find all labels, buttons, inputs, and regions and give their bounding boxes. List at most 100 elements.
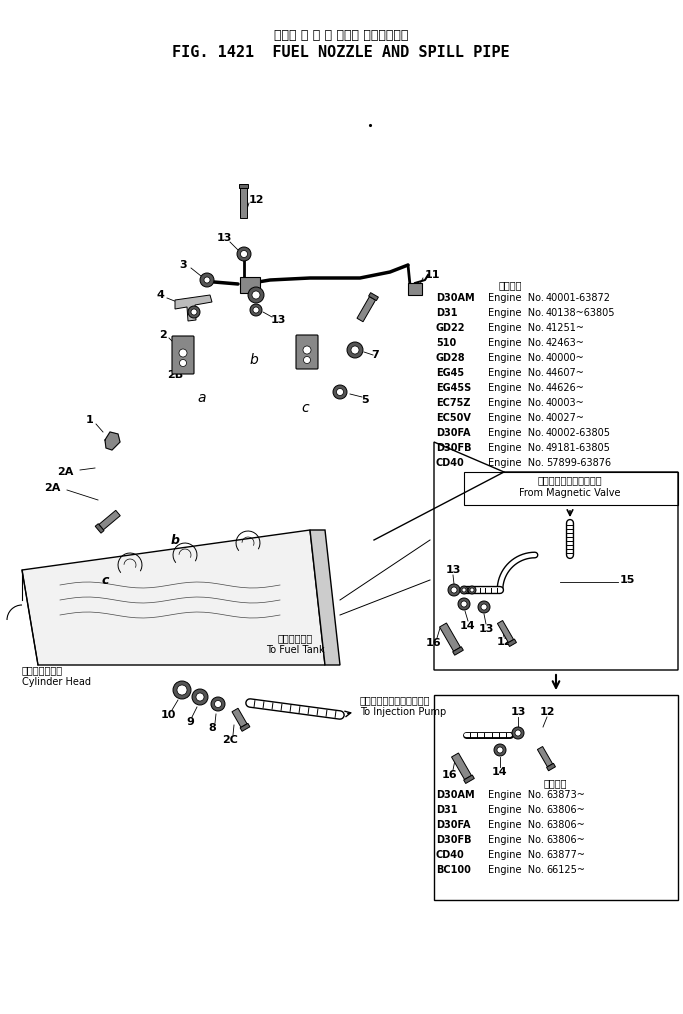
- Text: 57899-63876: 57899-63876: [546, 458, 611, 468]
- Text: Engine  No.: Engine No.: [488, 850, 544, 860]
- Circle shape: [180, 360, 186, 366]
- Text: Engine  No.: Engine No.: [488, 820, 544, 830]
- Circle shape: [237, 247, 251, 261]
- Text: 適用号機: 適用号機: [499, 280, 522, 290]
- Text: CD40: CD40: [436, 850, 464, 860]
- Text: Engine  No.: Engine No.: [488, 805, 544, 815]
- Text: 40001-63872: 40001-63872: [546, 293, 611, 303]
- Text: 63806~: 63806~: [546, 835, 585, 845]
- Text: 2B: 2B: [167, 370, 183, 380]
- Text: EG45: EG45: [436, 368, 464, 378]
- Circle shape: [173, 681, 191, 699]
- Text: シリンダヘッド: シリンダヘッド: [22, 665, 63, 675]
- Text: 8: 8: [208, 723, 216, 733]
- Bar: [408, 283, 422, 295]
- Text: Engine  No.: Engine No.: [488, 790, 544, 800]
- FancyBboxPatch shape: [296, 335, 318, 369]
- Bar: [240, 723, 250, 731]
- Text: Engine  No.: Engine No.: [488, 338, 544, 348]
- Text: 9: 9: [186, 717, 194, 727]
- Circle shape: [191, 309, 197, 315]
- Text: a: a: [198, 391, 206, 405]
- Text: 4: 4: [156, 290, 164, 300]
- Circle shape: [179, 349, 187, 357]
- Text: 510: 510: [436, 338, 456, 348]
- Bar: [440, 623, 460, 651]
- Circle shape: [497, 747, 503, 753]
- Text: Engine  No.: Engine No.: [488, 399, 544, 408]
- Text: D31: D31: [436, 805, 458, 815]
- Circle shape: [333, 385, 347, 399]
- Text: D31: D31: [436, 308, 458, 318]
- Text: 2: 2: [159, 330, 167, 340]
- Circle shape: [458, 598, 470, 610]
- Text: FIG. 1421  FUEL NOZZLE AND SPILL PIPE: FIG. 1421 FUEL NOZZLE AND SPILL PIPE: [172, 45, 510, 60]
- Text: 16: 16: [426, 638, 442, 648]
- Text: GD22: GD22: [436, 323, 466, 333]
- Polygon shape: [175, 295, 212, 321]
- Circle shape: [188, 306, 200, 318]
- Text: 2A: 2A: [57, 467, 73, 477]
- Text: D30AM: D30AM: [436, 790, 475, 800]
- Polygon shape: [105, 432, 120, 450]
- Text: 3: 3: [179, 260, 187, 270]
- Text: 15: 15: [620, 575, 635, 585]
- Text: Cylinder Head: Cylinder Head: [22, 677, 91, 687]
- Text: Engine  No.: Engine No.: [488, 368, 544, 378]
- Text: 40027~: 40027~: [546, 413, 585, 423]
- Circle shape: [300, 353, 314, 367]
- Text: Engine  No.: Engine No.: [488, 293, 544, 303]
- Circle shape: [240, 250, 247, 258]
- Text: D30FA: D30FA: [436, 428, 471, 438]
- Circle shape: [462, 588, 466, 592]
- Bar: [240, 184, 249, 188]
- Text: 12: 12: [497, 637, 512, 647]
- Text: 11: 11: [425, 270, 441, 280]
- Text: c: c: [101, 574, 109, 586]
- Circle shape: [347, 342, 363, 358]
- Circle shape: [248, 287, 264, 303]
- Text: EG45S: EG45S: [436, 383, 471, 393]
- Text: Engine  No.: Engine No.: [488, 323, 544, 333]
- Polygon shape: [22, 530, 325, 665]
- Circle shape: [177, 685, 187, 695]
- Circle shape: [494, 744, 506, 756]
- Circle shape: [468, 586, 476, 594]
- Text: 2C: 2C: [222, 735, 238, 745]
- Bar: [464, 775, 474, 784]
- Circle shape: [481, 604, 487, 610]
- Circle shape: [303, 357, 311, 363]
- Circle shape: [252, 291, 260, 299]
- Circle shape: [176, 356, 190, 370]
- Text: 63806~: 63806~: [546, 805, 585, 815]
- Bar: [434, 695, 678, 900]
- Text: 13: 13: [510, 707, 526, 717]
- Text: Engine  No.: Engine No.: [488, 308, 544, 318]
- Bar: [232, 708, 247, 727]
- Text: 6: 6: [366, 297, 374, 307]
- Text: 12: 12: [249, 195, 264, 205]
- Text: 63806~: 63806~: [546, 820, 585, 830]
- Bar: [240, 277, 260, 293]
- Text: To Fuel Tank: To Fuel Tank: [266, 645, 324, 655]
- Text: 41251~: 41251~: [546, 323, 585, 333]
- Circle shape: [192, 689, 208, 705]
- Text: 12: 12: [540, 707, 555, 717]
- Circle shape: [470, 588, 474, 592]
- Text: 44607~: 44607~: [546, 368, 585, 378]
- Text: 44626~: 44626~: [546, 383, 585, 393]
- Text: CD40: CD40: [436, 458, 464, 468]
- Text: 13: 13: [445, 565, 461, 575]
- Text: 13: 13: [270, 315, 285, 325]
- Text: 2A: 2A: [44, 483, 60, 493]
- FancyBboxPatch shape: [172, 336, 194, 374]
- Circle shape: [478, 601, 490, 613]
- Text: To Injection Pump: To Injection Pump: [360, 707, 446, 717]
- Bar: [369, 293, 378, 300]
- Text: 40002-63805: 40002-63805: [546, 428, 611, 438]
- Text: 40000~: 40000~: [546, 353, 585, 363]
- Bar: [538, 746, 553, 767]
- Text: フェル ノ ズ ル および スピルパイプ: フェル ノ ズ ル および スピルパイプ: [274, 28, 408, 42]
- Text: Engine  No.: Engine No.: [488, 428, 544, 438]
- Text: Engine  No.: Engine No.: [488, 865, 544, 875]
